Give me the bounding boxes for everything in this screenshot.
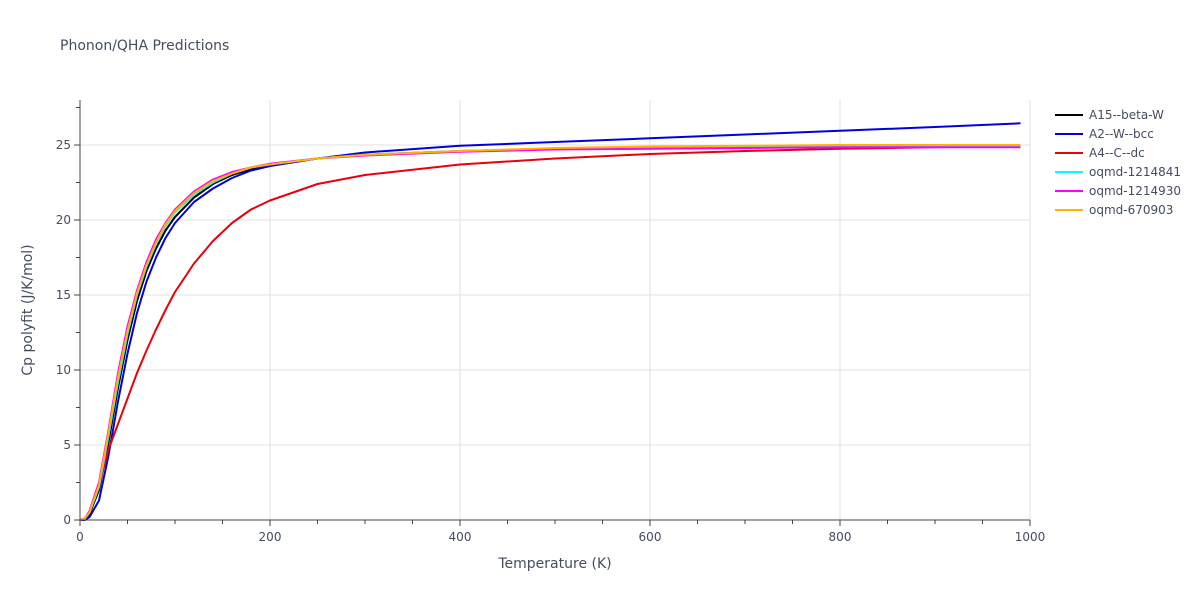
series-line-a15-beta-w <box>79 144 1021 521</box>
series-line-oqmd-1214841 <box>79 145 1021 521</box>
grid <box>80 100 1031 520</box>
series-line-a2-w-bcc <box>80 122 1021 521</box>
legend-item[interactable]: A4--C--dc <box>1055 146 1145 160</box>
series-group <box>79 122 1021 521</box>
y-tick-label: 25 <box>56 138 71 152</box>
y-axis-title: Cp polyfit (J/K/mol) <box>20 244 36 375</box>
x-tick-label: 400 <box>449 530 472 544</box>
legend-label: oqmd-1214841 <box>1089 165 1181 179</box>
legend-item[interactable]: A2--W--bcc <box>1055 127 1154 141</box>
x-axis-title: Temperature (K) <box>497 556 611 572</box>
x-tick-label: 0 <box>76 530 84 544</box>
series-line-oqmd-1214930 <box>79 146 1021 521</box>
legend-label: A4--C--dc <box>1089 146 1145 160</box>
y-tick-label: 15 <box>56 288 71 302</box>
axes <box>74 100 1031 526</box>
x-tick-label: 1000 <box>1015 530 1046 544</box>
legend-item[interactable]: oqmd-1214930 <box>1055 184 1181 198</box>
y-tick-label: 20 <box>56 213 71 227</box>
legend-label: oqmd-1214930 <box>1089 184 1181 198</box>
legend-label: oqmd-670903 <box>1089 203 1173 217</box>
y-tick-label: 10 <box>56 363 71 377</box>
series-line-oqmd-670903 <box>79 144 1021 521</box>
legend-label: A15--beta-W <box>1089 108 1164 122</box>
y-tick-label: 5 <box>63 438 71 452</box>
legend-label: A2--W--bcc <box>1089 127 1154 141</box>
legend-item[interactable]: A15--beta-W <box>1055 108 1164 122</box>
legend-item[interactable]: oqmd-670903 <box>1055 203 1173 217</box>
x-tick-label: 800 <box>829 530 852 544</box>
series-line-a4-c-dc <box>79 145 1021 521</box>
y-tick-label: 0 <box>63 513 71 527</box>
chart-title: Phonon/QHA Predictions <box>60 38 229 54</box>
tick-labels: 0 200 400 600 800 1000 0 5 10 15 20 25 <box>56 138 1046 544</box>
legend[interactable]: A15--beta-W A2--W--bcc A4--C--dc oqmd-12148… <box>1055 108 1181 217</box>
legend-item[interactable]: oqmd-1214841 <box>1055 165 1181 179</box>
x-tick-label: 600 <box>639 530 662 544</box>
x-tick-label: 200 <box>259 530 282 544</box>
